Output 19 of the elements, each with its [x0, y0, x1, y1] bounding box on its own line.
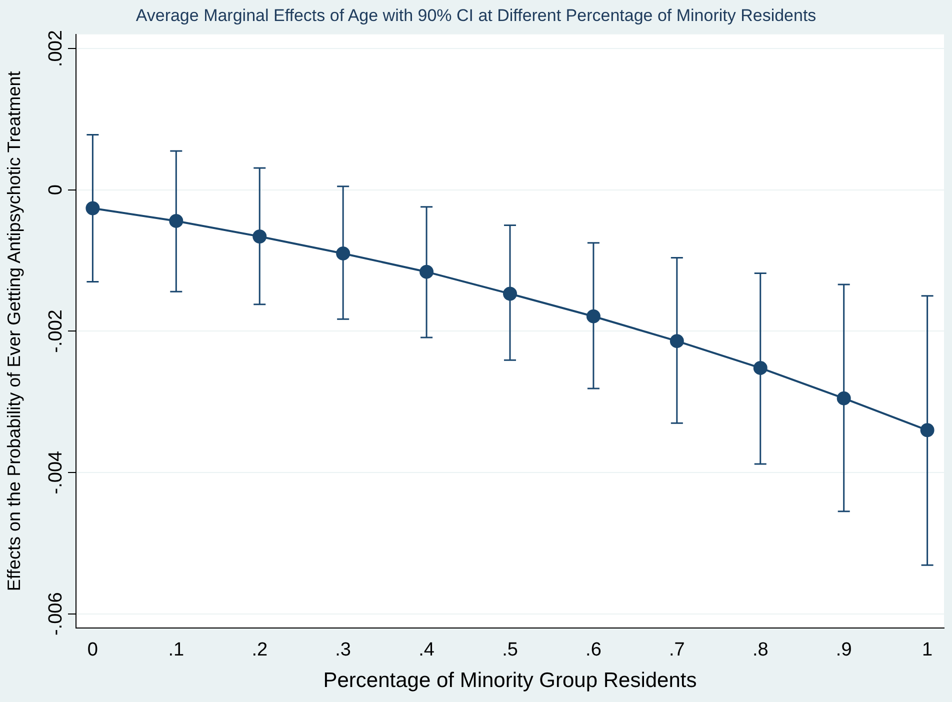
x-tick-label: .1	[168, 640, 184, 661]
x-tick-label: .6	[586, 640, 602, 661]
x-tick-label: 0	[87, 640, 98, 661]
x-tick-label: .4	[418, 640, 435, 661]
y-axis-title: Effects on the Probability of Ever Getting Antipsychotic Treatment	[4, 71, 24, 592]
x-tick-label: .7	[668, 640, 685, 661]
y-tick-label: -.004	[46, 450, 67, 494]
y-tick-label: 0	[46, 184, 67, 196]
x-tick-label: .8	[752, 640, 768, 661]
y-tick-label: .002	[46, 30, 67, 68]
x-tick-label: .3	[335, 640, 352, 661]
x-axis-title: Percentage of Minority Group Residents	[323, 669, 697, 692]
y-tick-label: -.006	[46, 592, 67, 636]
y-tick-label: -.002	[46, 310, 67, 353]
x-tick-label: .5	[502, 640, 518, 661]
x-tick-label: .9	[836, 640, 852, 661]
x-tick-label: 1	[922, 640, 933, 661]
chart-title: Average Marginal Effects of Age with 90% CI at Different Percentage of Minority Residents	[136, 6, 816, 25]
x-tick-label: .2	[252, 640, 268, 661]
